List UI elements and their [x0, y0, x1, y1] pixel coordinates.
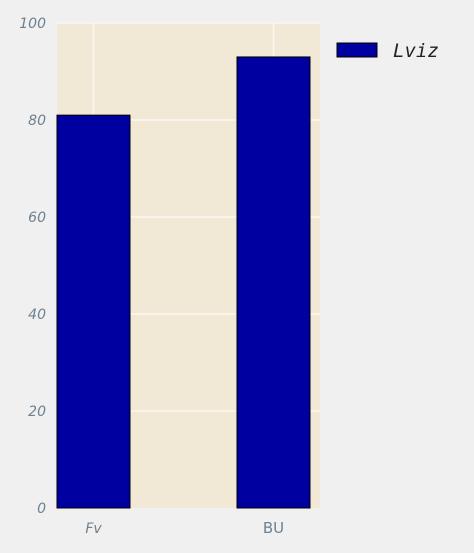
bar-layer [56, 56, 311, 509]
legend-swatch [336, 42, 378, 58]
bar-fv [56, 114, 131, 509]
bar-bu [236, 56, 311, 509]
y-tick-label: 100 [19, 16, 46, 32]
y-tick-label: 60 [28, 210, 46, 226]
y-tick-label: 20 [28, 404, 46, 420]
y-tick-label: 40 [28, 307, 46, 323]
x-axis-tick-labels: Fv BU [85, 519, 284, 537]
x-tick-label: Fv [85, 521, 102, 537]
y-axis-tick-labels: 0 20 40 60 80 100 [19, 16, 46, 517]
legend: Lviz [336, 40, 439, 62]
y-tick-label: 0 [37, 501, 46, 517]
legend-label: Lviz [393, 40, 439, 62]
x-tick-label: BU [263, 519, 284, 537]
y-tick-label: 80 [28, 113, 46, 129]
